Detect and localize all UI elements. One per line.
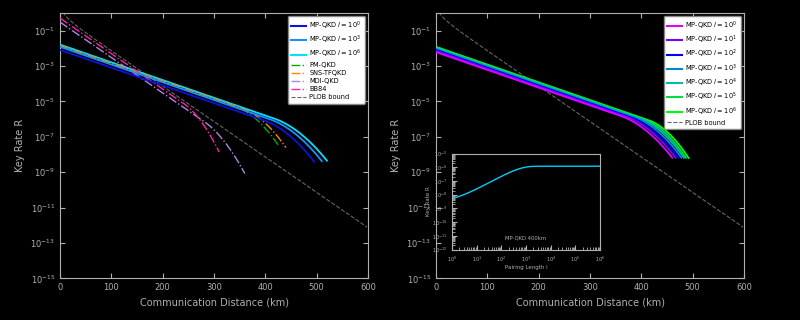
Y-axis label: Key Rate R: Key Rate R: [426, 187, 430, 216]
Y-axis label: Key Rate R: Key Rate R: [15, 119, 25, 172]
Y-axis label: Key Rate R: Key Rate R: [391, 119, 401, 172]
X-axis label: Pairing Length l: Pairing Length l: [505, 265, 547, 270]
Legend: MP-QKD $l=10^0$, MP-QKD $l=10^3$, MP-QKD $l=10^6$, PM-QKD, SNS-TFQKD, MDI-QKD, B: MP-QKD $l=10^0$, MP-QKD $l=10^3$, MP-QKD…: [288, 16, 365, 104]
X-axis label: Communication Distance (km): Communication Distance (km): [515, 298, 665, 308]
X-axis label: Communication Distance (km): Communication Distance (km): [139, 298, 289, 308]
Text: MP-QKD 400km: MP-QKD 400km: [506, 236, 546, 241]
Legend: MP-QKD $l=10^0$, MP-QKD $l=10^1$, MP-QKD $l=10^2$, MP-QKD $l=10^3$, MP-QKD $l=10: MP-QKD $l=10^0$, MP-QKD $l=10^1$, MP-QKD…: [664, 16, 741, 129]
